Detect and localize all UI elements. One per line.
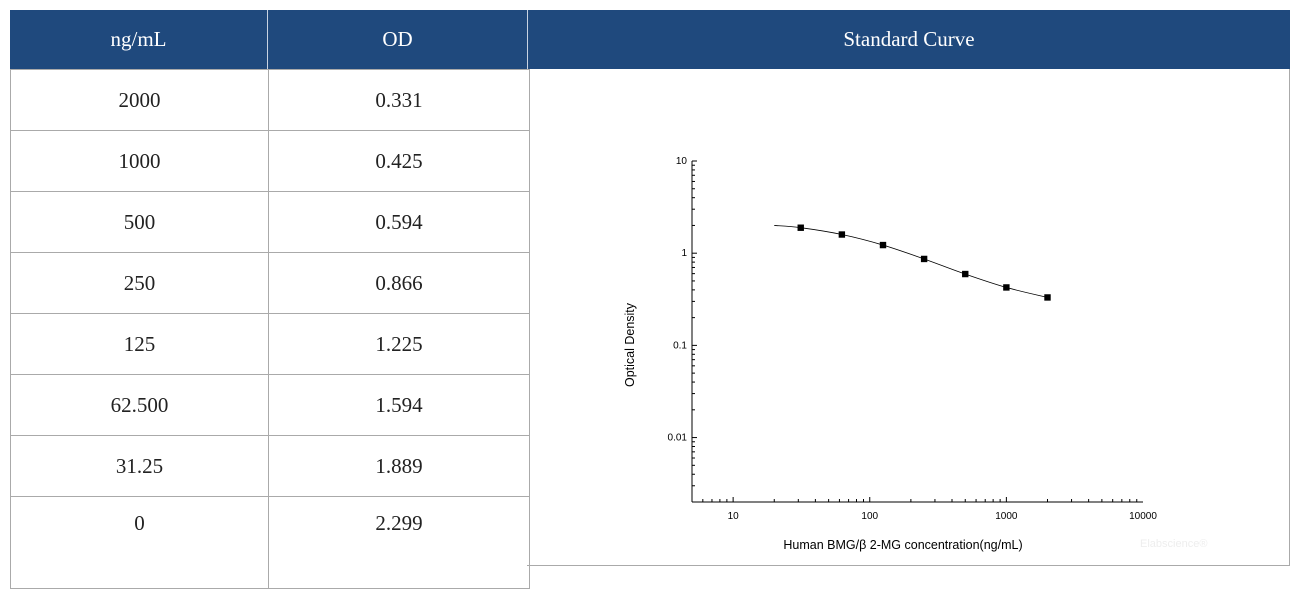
standard-curve-panel: 10 100 1000 10000 0.01 0.1 1 10 Human BMG/β 2-M… [527, 69, 1290, 566]
od-cell: 1.889 [268, 435, 530, 497]
table-row: 31.25 1.889 [10, 435, 530, 497]
concentration-cell: 125 [10, 313, 269, 375]
x-tick-label: 10 [728, 511, 740, 522]
y-tick-label: 1 [681, 248, 687, 259]
table-row: 0 2.299 [10, 496, 530, 589]
data-point [838, 231, 846, 238]
od-cell: 2.299 [268, 496, 530, 589]
standard-data-table: 2000 0.331 1000 0.425 500 0.594 250 0.86… [10, 69, 530, 589]
y-tick-label: 0.01 [668, 433, 688, 444]
data-point [797, 224, 804, 231]
x-tick-label: 1000 [995, 511, 1018, 522]
concentration-cell: 500 [10, 191, 269, 253]
y-tick-label: 10 [676, 156, 688, 167]
chart-ticks: 10 100 1000 10000 0.01 0.1 1 10 [668, 156, 1158, 522]
concentration-cell: 0 [10, 496, 269, 589]
od-cell: 0.594 [268, 191, 530, 253]
standard-curve-chart: 10 100 1000 10000 0.01 0.1 1 10 Human BMG/β 2-M… [623, 156, 1207, 552]
table-row: 1000 0.425 [10, 130, 530, 192]
data-point [962, 270, 969, 278]
y-axis-label: Optical Density [623, 302, 637, 387]
od-cell: 1.594 [268, 374, 530, 436]
header-standard-curve: Standard Curve [527, 10, 1290, 69]
concentration-cell: 31.25 [10, 435, 269, 497]
elisa-standard-sheet: ng/mL OD Standard Curve 2000 0.331 1000 … [10, 10, 1290, 589]
watermark-text: Elabscience® [1140, 538, 1207, 550]
concentration-cell: 2000 [10, 69, 269, 131]
data-points-layer [797, 224, 1051, 301]
table-row: 2000 0.331 [10, 69, 530, 131]
data-point [920, 255, 928, 263]
od-cell: 0.425 [268, 130, 530, 192]
data-point [1044, 294, 1051, 301]
data-point [879, 241, 887, 249]
table-row: 500 0.594 [10, 191, 530, 253]
table-row: 62.500 1.594 [10, 374, 530, 436]
concentration-cell: 250 [10, 252, 269, 314]
chart-axes [691, 161, 1143, 503]
concentration-cell: 1000 [10, 130, 269, 192]
x-tick-label: 10000 [1129, 511, 1157, 522]
x-axis-label: Human BMG/β 2-MG concentration(ng/mL) [783, 538, 1022, 552]
x-tick-label: 100 [861, 511, 878, 522]
table-row: 125 1.225 [10, 313, 530, 375]
y-tick-label: 0.1 [673, 340, 687, 351]
header-concentration: ng/mL [10, 10, 267, 69]
concentration-cell: 62.500 [10, 374, 269, 436]
od-cell: 0.331 [268, 69, 530, 131]
od-cell: 0.866 [268, 252, 530, 314]
od-cell: 1.225 [268, 313, 530, 375]
header-od: OD [267, 10, 527, 69]
table-row: 250 0.866 [10, 252, 530, 314]
data-point [1003, 284, 1010, 291]
